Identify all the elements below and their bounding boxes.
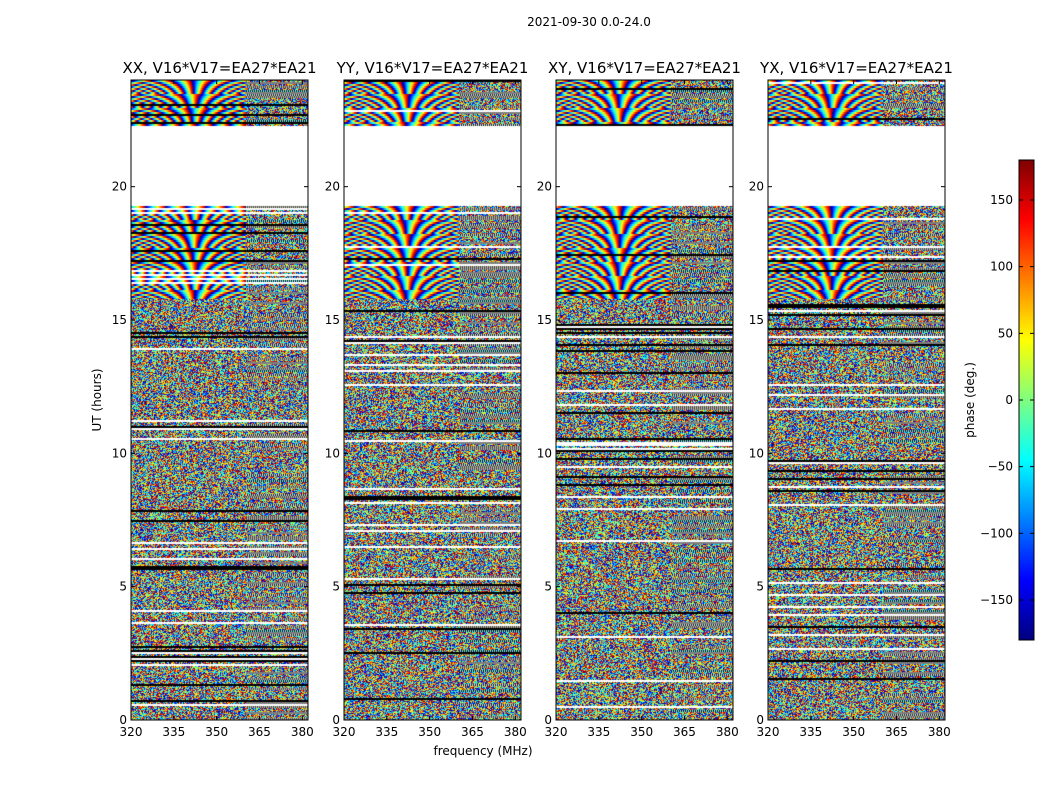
y-tick-label: 15 [749, 313, 764, 327]
x-tick-label: 335 [587, 725, 610, 739]
colorbar-label: phase (deg.) [963, 362, 977, 438]
y-axis-label: UT (hours) [90, 368, 104, 431]
y-tick-label: 20 [112, 180, 127, 194]
y-tick-label: 5 [544, 580, 552, 594]
panel-title: XY, V16*V17=EA27*EA21 [548, 59, 741, 77]
x-tick-label: 380 [291, 725, 314, 739]
y-tick-label: 10 [325, 446, 340, 460]
x-tick-label: 335 [162, 725, 185, 739]
panels: XX, V16*V17=EA27*EA21 320 335 350 365 380 0 5 10… [112, 59, 953, 739]
colorbar-tick-label: −100 [980, 526, 1013, 540]
y-tick-label: 0 [332, 713, 340, 727]
x-tick-label: 320 [545, 725, 568, 739]
figure-title: 2021-09-30 0.0-24.0 [527, 15, 651, 29]
x-tick-label: 320 [333, 725, 356, 739]
panel-3: XY, V16*V17=EA27*EA21 320 335 350 365 380 0 5 10… [537, 59, 741, 739]
y-tick-label: 0 [119, 713, 127, 727]
y-tick-label: 10 [112, 446, 127, 460]
y-tick-label: 0 [756, 713, 764, 727]
plot-frame [130, 79, 309, 721]
x-tick-label: 380 [928, 725, 951, 739]
y-tick-label: 20 [537, 180, 552, 194]
y-tick-label: 5 [756, 580, 764, 594]
y-tick-label: 20 [749, 180, 764, 194]
colorbar-tick-label: 150 [990, 193, 1013, 207]
colorbar-tick-label: 100 [990, 260, 1013, 274]
x-tick-label: 350 [630, 725, 653, 739]
panel-title: YY, V16*V17=EA27*EA21 [336, 59, 529, 77]
colorbar-tick-label: 0 [1005, 393, 1013, 407]
panel-2: YY, V16*V17=EA27*EA21 320 335 350 365 380 0 5 10… [325, 59, 529, 739]
x-tick-label: 335 [799, 725, 822, 739]
colorbar-ticks: 150 100 50 0 −50 −100 −150 [980, 193, 1034, 607]
x-tick-label: 380 [504, 725, 527, 739]
x-tick-label: 365 [248, 725, 271, 739]
phase-heatmap [556, 80, 733, 720]
panel-1: XX, V16*V17=EA27*EA21 320 335 350 365 380 0 5 10… [112, 59, 317, 739]
panel-title: XX, V16*V17=EA27*EA21 [122, 59, 316, 77]
y-tick-label: 15 [537, 313, 552, 327]
y-tick-label: 5 [332, 580, 340, 594]
phase-heatmap [344, 80, 521, 720]
x-tick-label: 350 [418, 725, 441, 739]
colorbar: 150 100 50 0 −50 −100 −150 phase (deg.) [963, 159, 1035, 641]
phase-heatmap [768, 80, 945, 720]
colorbar-tick-label: 50 [998, 326, 1013, 340]
y-tick-label: 10 [537, 446, 552, 460]
y-tick-label: 20 [325, 180, 340, 194]
x-tick-label: 365 [885, 725, 908, 739]
plot-frame [343, 79, 522, 721]
panel-title: YX, V16*V17=EA27*EA21 [759, 59, 953, 77]
y-tick-label: 15 [325, 313, 340, 327]
x-tick-label: 350 [205, 725, 228, 739]
y-tick-label: 0 [544, 713, 552, 727]
x-tick-label: 365 [673, 725, 696, 739]
x-tick-label: 350 [842, 725, 865, 739]
x-axis-label: frequency (MHz) [433, 744, 532, 758]
y-tick-label: 10 [749, 446, 764, 460]
x-tick-label: 380 [716, 725, 739, 739]
panel-4: YX, V16*V17=EA27*EA21 320 335 350 365 380 0 5 10… [749, 59, 953, 739]
colorbar-tick-label: −150 [980, 593, 1013, 607]
x-tick-label: 335 [375, 725, 398, 739]
plot-frame [555, 79, 734, 721]
colorbar-tick-label: −50 [988, 460, 1013, 474]
y-tick-label: 15 [112, 313, 127, 327]
y-tick-label: 5 [119, 580, 127, 594]
x-tick-label: 320 [757, 725, 780, 739]
x-tick-label: 320 [120, 725, 143, 739]
phase-heatmap [131, 80, 308, 720]
plot-frame [767, 79, 946, 721]
x-tick-label: 365 [461, 725, 484, 739]
